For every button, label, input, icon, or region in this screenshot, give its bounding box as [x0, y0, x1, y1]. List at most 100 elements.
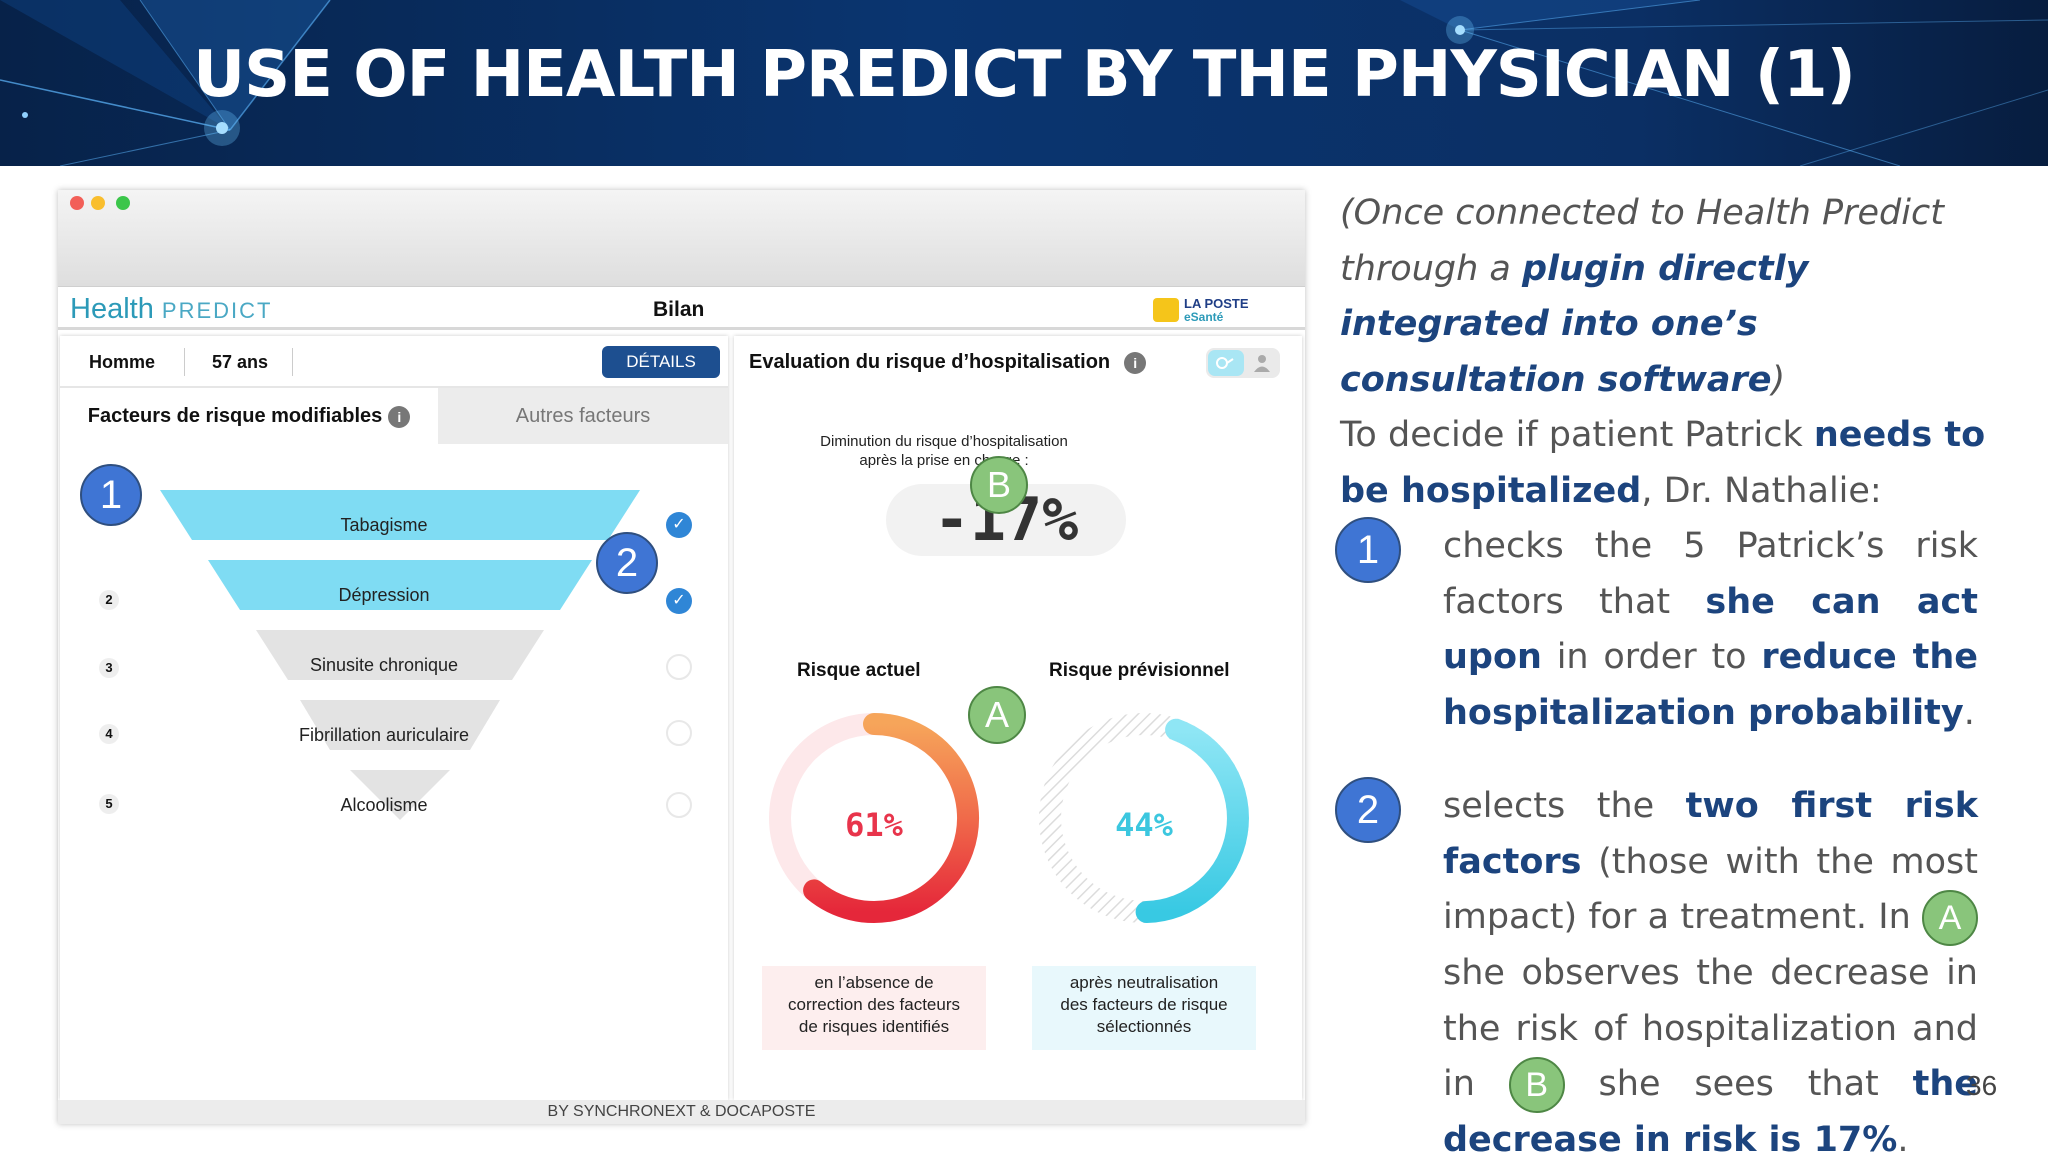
text-fragment: (Once connected to Health Predict throug… [1340, 193, 1944, 289]
select-alcoolisme-checkbox[interactable] [666, 792, 692, 818]
text-emphasis: needs to be hospitalized [1340, 415, 1986, 511]
text-fragment: in order to [1541, 637, 1762, 677]
text-emphasis: the decrease in risk is 17% [1443, 1064, 1978, 1152]
details-button[interactable]: DÉTAILS [602, 346, 720, 378]
funnel-label-5: Alcoolisme [340, 795, 428, 815]
current-risk-donut [769, 713, 979, 923]
badge-a: A [968, 686, 1026, 744]
partner-logo-line1: LA POSTE [1184, 296, 1249, 311]
explanation-text: (Once connected to Health Predict throug… [1335, 186, 1990, 1152]
text-fragment: checks the 5 Patrick’s risk factors that [1443, 526, 1978, 622]
funnel-label-2: Dépression [338, 585, 430, 605]
eval-title-text: Evaluation du risque d’hospitalisation [749, 351, 1111, 373]
text-emphasis: reduce the hospitalization probability [1443, 637, 1978, 733]
funnel-bar-alcoolisme[interactable] [350, 770, 450, 820]
badge-b: B [970, 456, 1028, 514]
text-fragment: (those with the most impact) for a treat… [1443, 841, 1978, 938]
text-fragment: To decide if patient Patrick [1340, 415, 1814, 455]
maximize-window-button[interactable] [116, 196, 130, 210]
funnel-bar-tabagisme[interactable] [160, 490, 640, 540]
text-fragment: selects the [1443, 786, 1686, 826]
risk-factors-panel: Homme 57 ans DÉTAILS Facteurs de risque … [60, 336, 728, 1100]
patient-gender: Homme [89, 352, 156, 372]
funnel-label-4: Fibrillation auriculaire [298, 725, 470, 745]
partner-logo-line2: eSanté [1184, 310, 1224, 324]
forecast-risk-value: 44% [1115, 806, 1173, 844]
step-badge-1: 1 [1335, 517, 1401, 583]
funnel-bar-depression[interactable] [208, 560, 592, 610]
patient-info-bar: Homme 57 ans DÉTAILS [60, 336, 728, 388]
step-badge-1: 1 [80, 464, 142, 526]
person-icon[interactable] [1252, 353, 1272, 378]
text-fragment: , Dr. Nathalie: [1641, 470, 1882, 511]
rank-number-2: 2 [99, 590, 119, 610]
logo-sub-text: PREDICT [161, 298, 273, 323]
funnel-bar-sinusite[interactable] [256, 630, 544, 680]
caption-line: après neutralisation [1069, 973, 1219, 992]
decrease-label-line1: Diminution du risque d’hospitalisation [820, 433, 1068, 450]
current-risk-arc [803, 713, 979, 923]
rank-number-4: 4 [99, 724, 119, 744]
text-fragment: she observes the decrease in the risk of… [1443, 953, 1978, 1104]
health-predict-logo: Health PREDICT [70, 293, 272, 326]
slide-title: USE OF HEALTH PREDICT BY THE PHYSICIAN (… [193, 38, 1856, 112]
tab-other-factors[interactable]: Autres facteurs [515, 405, 651, 427]
caption-line: sélectionnés [1096, 1017, 1192, 1036]
tab-modifiable-label: Facteurs de risque modifiables [87, 405, 383, 427]
funnel-bar-fibrillation[interactable] [300, 700, 500, 750]
window-chrome [58, 190, 1305, 286]
step-1-paragraph: 1 checks the 5 Patrick’s risk factors th… [1335, 517, 1990, 741]
close-window-button[interactable] [70, 196, 84, 210]
current-risk-label: Risque actuel [797, 660, 921, 681]
title-banner: USE OF HEALTH PREDICT BY THE PHYSICIAN (… [0, 0, 2048, 166]
divider [184, 348, 185, 376]
page-number: 36 [1966, 1070, 1998, 1101]
info-icon[interactable]: i [388, 405, 411, 428]
divider [292, 348, 293, 376]
caption-line: en l’absence de [814, 973, 934, 992]
text-fragment: . [1897, 1120, 1909, 1152]
select-depression-checkbox[interactable]: ✓ [666, 588, 692, 614]
text-emphasis: two first risk factors [1443, 786, 1978, 882]
funnel-label-1: Tabagisme [340, 515, 428, 535]
funnel-label-3: Sinusite chronique [309, 655, 459, 675]
caption-line: de risques identifiés [798, 1017, 950, 1036]
stethoscope-icon[interactable] [1208, 350, 1244, 376]
rank-number-3: 3 [99, 658, 119, 678]
badge-a: A [1922, 890, 1978, 946]
step-badge-2: 2 [1335, 777, 1401, 843]
forecast-risk-donut [1039, 713, 1249, 923]
step-badge-2: 2 [596, 532, 658, 594]
logo-main-text: Health [70, 293, 154, 325]
text-fragment: . [1963, 692, 1975, 733]
select-sinusite-checkbox[interactable] [666, 654, 692, 680]
page-title: Bilan [653, 298, 705, 321]
step-2-paragraph: 2 selects the two first risk factors (th… [1335, 777, 1990, 1152]
forecast-risk-caption: après neutralisation des facteurs de risq… [1032, 966, 1256, 1050]
risk-tabs: Facteurs de risque modifiables i Autres f… [60, 388, 728, 444]
text-fragment: ) [1771, 359, 1786, 400]
patient-age: 57 ans [212, 352, 269, 372]
app-footer: BY SYNCHRONEXT & DOCAPOSTE [58, 1100, 1305, 1124]
forecast-risk-label: Risque prévisionnel [1049, 660, 1230, 681]
select-tabagisme-checkbox[interactable]: ✓ [666, 512, 692, 538]
text-emphasis: plugin directly integrated into one’s co… [1340, 248, 1809, 400]
caption-line: correction des facteurs [788, 995, 960, 1014]
intro-paragraph: (Once connected to Health Predict throug… [1340, 186, 1990, 408]
rank-number-5: 5 [99, 794, 119, 814]
select-fibrillation-checkbox[interactable] [666, 720, 692, 746]
minimize-window-button[interactable] [91, 196, 105, 210]
forecast-risk-arc [1135, 718, 1249, 923]
text-fragment: she sees that [1564, 1064, 1913, 1104]
tab-modifiable-factors[interactable]: Facteurs de risque modifiables i [60, 388, 438, 444]
app-header: Health PREDICT Bilan LA POSTE eSanté [58, 286, 1305, 330]
info-icon[interactable]: i [1124, 351, 1147, 374]
decrease-label: Diminution du risque d’hospitalisation ap… [794, 432, 1094, 470]
current-risk-value: 61% [845, 806, 903, 844]
caption-line: des facteurs de risque [1060, 995, 1228, 1014]
network-background-art [0, 0, 2048, 166]
current-risk-caption: en l’absence de correction des facteurs de… [762, 966, 986, 1050]
view-toggle[interactable] [1206, 348, 1280, 378]
badge-b: B [1508, 1057, 1565, 1113]
